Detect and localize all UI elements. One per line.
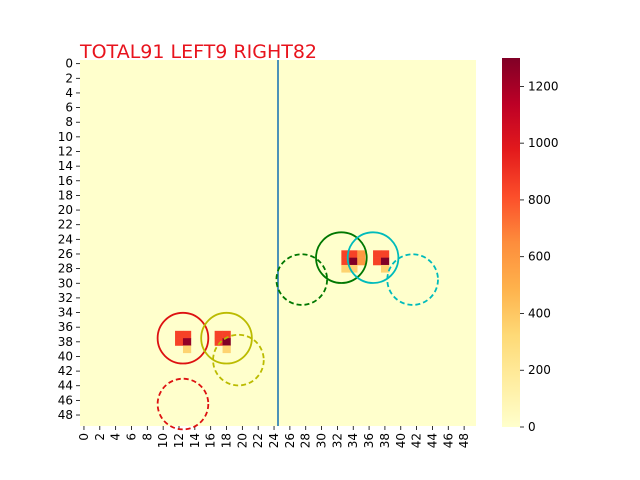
chart-title: TOTAL91 LEFT9 RIGHT82 [79, 41, 317, 63]
heatmap-cell [349, 257, 358, 266]
y-tick-label: 26 [58, 247, 73, 261]
y-tick-label: 22 [58, 218, 73, 232]
x-tick-label: 38 [378, 433, 392, 448]
heatmap-cell [341, 264, 350, 273]
y-tick-label: 40 [58, 349, 73, 363]
y-tick-label: 16 [58, 174, 73, 188]
dashed-marker-circle [212, 333, 265, 387]
solid-marker-circle [156, 311, 210, 365]
heatmap-cell [222, 330, 231, 339]
solid-marker-circle [315, 231, 368, 284]
heatmap-cell [222, 345, 231, 354]
y-tick-label: 4 [65, 86, 73, 100]
heatmap-cell [214, 338, 223, 346]
x-tick-label: 34 [346, 433, 360, 448]
y-tick-label: 2 [65, 71, 73, 85]
heatmap-cell [222, 338, 231, 346]
y-tick-label: 34 [58, 306, 73, 320]
y-tick-label: 10 [58, 130, 73, 144]
x-tick-label: 8 [140, 433, 154, 441]
annotation-layer [156, 60, 439, 431]
colorbar-gradient [502, 58, 520, 427]
x-tick-label: 10 [156, 433, 170, 448]
y-tick-label: 36 [58, 320, 73, 334]
heatmap-cell [182, 338, 192, 346]
y-tick-label: 6 [65, 101, 73, 115]
y-tick-label: 0 [65, 57, 73, 71]
y-tick-label: 14 [58, 159, 73, 173]
y-tick-label: 46 [58, 393, 73, 407]
x-axis: 0 2 4 6 8 10 12 14 16 18 20 22 24 26 28 30 32 34 36 38 40 42 4… [77, 426, 471, 448]
colorbar-tick-label: 1200 [528, 79, 559, 93]
x-tick-label: 4 [109, 433, 123, 441]
y-tick-label: 12 [58, 145, 73, 159]
y-tick-label: 28 [58, 262, 73, 276]
heatmap-cell [357, 250, 366, 258]
heatmap-cell [357, 257, 366, 266]
y-tick-label: 32 [58, 291, 73, 305]
y-tick-label: 30 [58, 276, 73, 290]
x-tick-label: 46 [441, 433, 455, 448]
dashed-marker-circle [275, 253, 329, 306]
heatmap-cell [182, 345, 192, 354]
y-tick-label: 18 [58, 188, 73, 202]
x-tick-label: 48 [457, 433, 471, 448]
y-axis: 0246810121416182022242628303234363840424… [58, 57, 80, 422]
colorbar-tick-label: 1000 [528, 136, 559, 150]
x-tick-label: 44 [425, 433, 439, 448]
dashed-marker-circle [156, 377, 210, 431]
x-tick-label: 2 [93, 433, 107, 441]
x-tick-label: 42 [410, 433, 424, 448]
colorbar-tick-label: 400 [528, 306, 551, 320]
x-tick-label: 6 [124, 433, 138, 441]
y-tick-label: 20 [58, 203, 73, 217]
y-tick-label: 38 [58, 335, 73, 349]
x-tick-label: 14 [188, 433, 202, 448]
x-tick-label: 30 [315, 433, 329, 448]
heatmap-cell [373, 257, 382, 266]
x-tick-label: 20 [235, 433, 249, 448]
dashed-marker-circle [386, 253, 439, 306]
x-tick-label: 32 [330, 433, 344, 448]
heatmap-cell [341, 257, 350, 266]
x-tick-label: 18 [220, 433, 234, 448]
x-tick-label: 26 [283, 433, 297, 448]
x-tick-label: 12 [172, 433, 186, 448]
x-tick-label: 16 [204, 433, 218, 448]
y-tick-label: 44 [58, 379, 73, 393]
heatmap-cell [349, 264, 358, 273]
x-tick-label: 0 [77, 433, 91, 441]
heatmap-cell [175, 330, 184, 339]
heatmap-cell [182, 330, 192, 339]
x-tick-label: 36 [362, 433, 376, 448]
heatmap-cell [341, 250, 350, 258]
y-tick-label: 42 [58, 364, 73, 378]
heatmap-cell [214, 330, 223, 339]
x-tick-label: 28 [299, 433, 313, 448]
colorbar-tick-label: 600 [528, 250, 551, 264]
colorbar-tick-label: 0 [528, 420, 536, 434]
y-tick-label: 24 [58, 232, 73, 246]
colorbar: 0 200 400 600 800 1000 1200 [502, 58, 559, 434]
y-tick-label: 8 [65, 115, 73, 129]
heatmap-cell [373, 250, 382, 258]
heatmap-cell [175, 338, 184, 346]
heatmap-cell [380, 264, 390, 273]
y-tick-label: 48 [58, 408, 73, 422]
x-tick-label: 24 [267, 433, 281, 448]
colorbar-tick-label: 800 [528, 193, 551, 207]
colorbar-tick-label: 200 [528, 363, 551, 377]
x-tick-label: 40 [394, 433, 408, 448]
heatmap-cell [349, 250, 358, 258]
heatmap-cell [380, 257, 390, 266]
heatmap-cell [380, 250, 390, 258]
x-tick-label: 22 [251, 433, 265, 448]
